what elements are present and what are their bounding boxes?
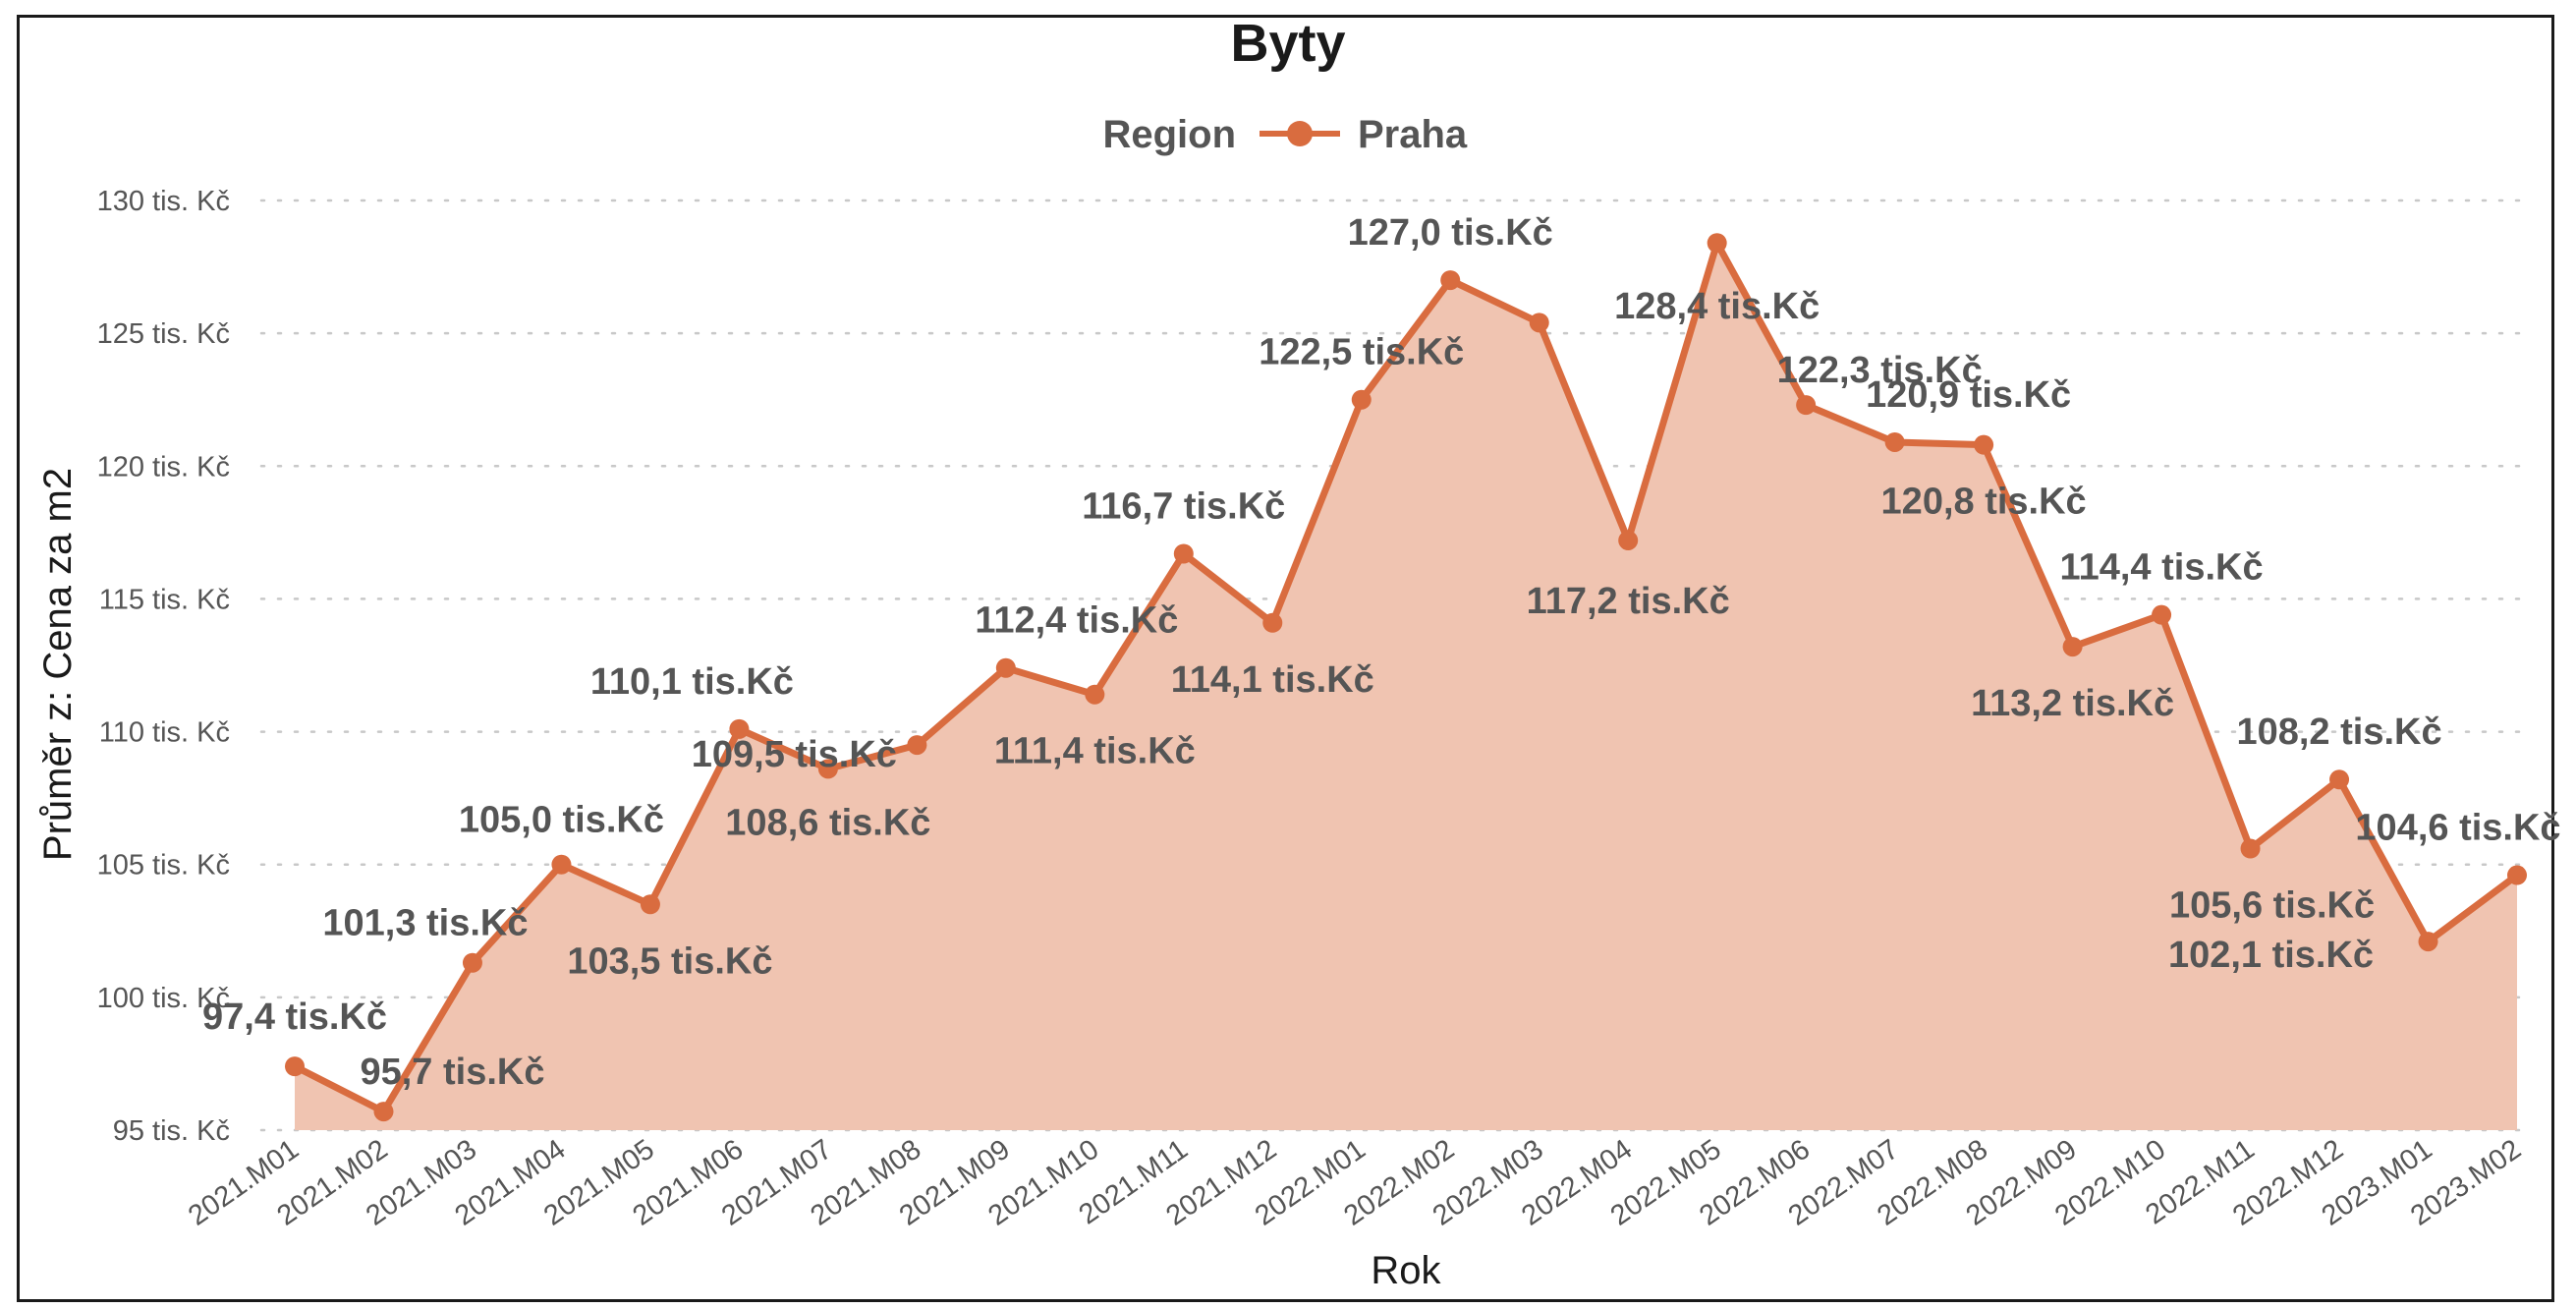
legend-series-name: Praha — [1358, 113, 1468, 156]
data-label: 110,1 tis.Kč — [590, 661, 794, 703]
y-tick-label: 100 tis. Kč — [97, 983, 230, 1014]
data-point — [1440, 270, 1461, 291]
y-tick-label: 105 tis. Kč — [97, 850, 230, 882]
data-label: 127,0 tis.Kč — [1348, 212, 1553, 254]
series-markers — [285, 233, 2527, 1122]
data-label: 104,6 tis.Kč — [2355, 808, 2560, 849]
data-point — [2418, 932, 2438, 952]
data-label: 105,6 tis.Kč — [2169, 884, 2375, 926]
y-tick-label: 125 tis. Kč — [97, 318, 230, 350]
data-label: 117,2 tis.Kč — [1527, 581, 1730, 622]
data-point — [1529, 313, 1549, 333]
data-point — [995, 657, 1016, 678]
data-label: 122,3 tis.Kč — [1777, 350, 1983, 391]
data-labels: 97,4 tis.Kč 95,7 tis.Kč 101,3 tis.Kč 105,0 … — [202, 212, 2561, 1093]
legend: Region Praha — [1102, 113, 1467, 156]
data-point — [2062, 637, 2083, 657]
data-point — [2507, 865, 2527, 885]
data-point — [1974, 434, 1994, 455]
data-label: 114,4 tis.Kč — [2060, 547, 2264, 589]
data-label: 113,2 tis.Kč — [1971, 683, 2174, 724]
data-point — [551, 854, 572, 875]
area-fill — [295, 243, 2517, 1130]
x-axis-label: Rok — [1371, 1249, 1441, 1292]
data-point — [817, 759, 838, 779]
y-tick-label: 120 tis. Kč — [97, 451, 230, 483]
data-label: 109,5 tis.Kč — [692, 734, 897, 775]
data-label: 108,2 tis.Kč — [2236, 711, 2441, 753]
data-label: 102,1 tis.Kč — [2168, 935, 2374, 976]
data-label: 114,1 tis.Kč — [1171, 659, 1374, 701]
data-label: 105,0 tis.Kč — [459, 800, 664, 841]
data-point — [462, 952, 482, 973]
data-point — [1707, 233, 1727, 254]
series-area — [291, 239, 2521, 1130]
y-axis-ticks: 95 tis. Kč 100 tis. Kč 105 tis. Kč 110 tis.… — [97, 186, 230, 1147]
data-label: 112,4 tis.Kč — [975, 600, 1178, 642]
data-label: 108,6 tis.Kč — [725, 802, 930, 843]
data-point — [1618, 530, 1639, 550]
chart-title: Byty — [1230, 14, 1345, 73]
data-point — [1884, 431, 1905, 452]
chart-frame — [17, 15, 2554, 1302]
data-label: 120,9 tis.Kč — [1866, 374, 2071, 416]
data-point — [907, 735, 927, 756]
data-point — [1262, 612, 1283, 633]
legend-title: Region — [1102, 113, 1236, 156]
data-label: 128,4 tis.Kč — [1614, 286, 1820, 327]
legend-dot-marker — [1287, 121, 1313, 146]
y-tick-label: 95 tis. Kč — [113, 1115, 230, 1147]
data-point — [1085, 684, 1105, 705]
data-label: 120,8 tis.Kč — [1881, 482, 2087, 523]
y-tick-label: 130 tis. Kč — [97, 186, 230, 217]
data-label: 116,7 tis.Kč — [1082, 485, 1285, 527]
y-tick-label: 110 tis. Kč — [99, 717, 230, 749]
data-label: 95,7 tis.Kč — [360, 1052, 544, 1093]
data-point — [729, 718, 750, 739]
data-label: 122,5 tis.Kč — [1259, 332, 1464, 373]
data-point — [2329, 769, 2350, 790]
data-point — [373, 1102, 394, 1122]
x-axis-ticks: 2021.M012021.M022021.M032021.M042021.M05… — [183, 1134, 2527, 1232]
y-axis-label: Průměr z: Cena za m2 — [36, 468, 80, 861]
data-point — [1351, 389, 1372, 410]
series-line — [291, 239, 2521, 1115]
data-label: 101,3 tis.Kč — [322, 903, 528, 944]
data-point — [640, 894, 660, 915]
data-label: 103,5 tis.Kč — [567, 940, 772, 982]
data-point — [285, 1056, 305, 1077]
data-label: 111,4 tis.Kč — [994, 731, 1196, 772]
data-point — [1796, 395, 1817, 416]
data-point — [2240, 838, 2261, 859]
data-point — [1173, 543, 1194, 564]
data-point — [2152, 604, 2172, 625]
y-tick-label: 115 tis. Kč — [99, 584, 230, 615]
data-label: 97,4 tis.Kč — [202, 996, 387, 1038]
